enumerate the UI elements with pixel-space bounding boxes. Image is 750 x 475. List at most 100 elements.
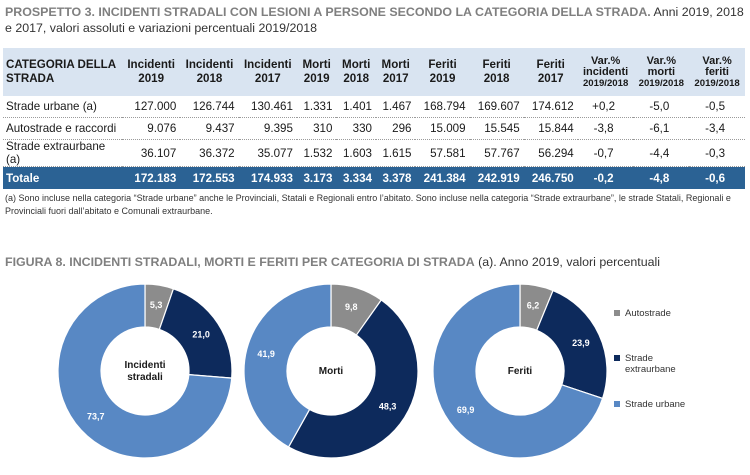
table-cell: 9.437 [180,117,239,140]
table-cell: 9.395 [238,117,297,140]
table-cell: 130.461 [238,96,297,118]
table-cell: 1.467 [375,96,416,118]
header-incidenti-2019: Incidenti 2019 [122,48,181,96]
table-cell: 3.334 [336,166,376,189]
table-cell: -0,5 [689,96,745,118]
table-cell: 1.401 [336,96,376,118]
table-cell: 57.767 [469,139,524,167]
donut-center-label: Morti [319,366,344,377]
slice-label: 5,3 [150,300,163,310]
legend-swatch [614,310,620,316]
slice-label: 6,2 [527,300,540,310]
table-cell: 1.331 [296,96,337,118]
table-cell: -0,3 [689,139,745,167]
table-cell: 310 [296,117,337,140]
table-footnote: (a) Sono incluse nella categoria “Strade… [5,193,731,216]
header-feriti-2018: Feriti 2018 [469,48,524,96]
header-incidenti-2018: Incidenti 2018 [180,48,239,96]
table-cell: 1.603 [336,139,376,167]
donut-slice [57,283,233,459]
table-cell: 246.750 [523,166,578,189]
header-incidenti-2017: Incidenti 2017 [238,48,297,96]
table-row-autostrade: Autostrade e raccordi 9.076 9.437 9.395 … [3,117,745,140]
slice-label: 73,7 [87,411,105,421]
figure-title-rest: (a). Anno 2019, valori percentuali [474,255,660,269]
slice-label: 21,0 [192,329,210,339]
slice-label: 9,8 [345,302,358,312]
header-feriti-2017: Feriti 2017 [523,48,578,96]
table-title-bold: PROSPETTO 3. INCIDENTI STRADALI CON LESI… [5,5,651,19]
table-cell: 172.553 [180,166,239,189]
figure-title-bold: FIGURA 8. INCIDENTI STRADALI, MORTI E FE… [5,255,475,269]
table-cell: 15.844 [523,117,578,140]
table-cell: 57.581 [415,139,470,167]
donut-slice [243,283,332,448]
table-cell: 15.009 [415,117,470,140]
donut-center-label: Incidenti [124,360,165,371]
table-cell: 3.173 [296,166,337,189]
table-cell: 169.607 [469,96,524,118]
donut-slice [535,289,608,400]
table-cell: -0,6 [689,166,745,189]
header-var-incidenti: Var.% incidenti 2019/2018 [577,48,634,96]
table-cell: 9.076 [122,117,181,140]
table-cell: -4,4 [633,139,690,167]
header-var-morti: Var.% morti 2019/2018 [633,48,690,96]
table-title-rest: Anni 2019, 2018 e 2017, valori assoluti … [5,5,744,35]
table-cell: -0,2 [577,166,634,189]
donut-center-label: Feriti [508,366,533,377]
table-cell: -3,8 [577,117,634,140]
road-accidents-table: CATEGORIA DELLA STRADA Incidenti 2019 Inci… [3,48,745,189]
header-morti-2019: Morti 2019 [296,48,337,96]
legend-label: Strade [625,353,653,364]
table-cell: 168.794 [415,96,470,118]
donut-slice [432,283,604,459]
table-cell: 172.183 [122,166,181,189]
header-category: CATEGORIA DELLA STRADA [3,48,122,96]
legend-label: Strade urbane [625,399,685,410]
legend-label: Autostrade [625,308,671,319]
table-row-strade-urbane: Strade urbane (a) 127.000 126.744 130.46… [3,96,745,118]
table-cell: 15.545 [469,117,524,140]
header-var-feriti: Var.% feriti 2019/2018 [689,48,745,96]
donut-slice [287,299,419,459]
table-cell: Strade urbane (a) [3,96,122,118]
table-cell: 174.612 [523,96,578,118]
table-cell: Strade extraurbane (a) [3,139,122,167]
legend-swatch [614,355,620,361]
donut-center-label: stradali [127,372,163,383]
table-cell: -0,7 [577,139,634,167]
table-cell: 296 [375,117,416,140]
legend-label: extraurbane [625,364,676,375]
header-morti-2017: Morti 2017 [375,48,416,96]
slice-label: 69,9 [457,405,475,415]
header-feriti-2019: Feriti 2019 [415,48,470,96]
table-cell: 36.372 [180,139,239,167]
slice-label: 41,9 [257,349,275,359]
donut-3: 6,2 23,9 69,9 Feriti [432,283,608,459]
slice-label: 23,9 [572,338,590,348]
table-cell: 1.532 [296,139,337,167]
table-cell: -6,1 [633,117,690,140]
legend-swatch [614,401,620,407]
table-cell: Autostrade e raccordi [3,117,122,140]
table-cell: 127.000 [122,96,181,118]
table-cell: 242.919 [469,166,524,189]
table-cell: 241.384 [415,166,470,189]
table-cell: +0,2 [577,96,634,118]
table-row-totale: Totale 172.183 172.553 174.933 3.173 3.3… [3,166,745,189]
table-cell: 3.378 [375,166,416,189]
table-cell: -4,8 [633,166,690,189]
header-morti-2018: Morti 2018 [336,48,376,96]
table-cell: -5,0 [633,96,690,118]
figure-title: FIGURA 8. INCIDENTI STRADALI, MORTI E FE… [5,254,747,270]
table-title: PROSPETTO 3. INCIDENTI STRADALI CON LESI… [5,4,747,36]
table-cell: 174.933 [238,166,297,189]
table-cell: 1.615 [375,139,416,167]
table-row-strade-extraurbane: Strade extraurbane (a) 36.107 36.372 35.… [3,139,745,167]
table-cell: -3,4 [689,117,745,140]
table-cell: Totale [3,166,122,189]
